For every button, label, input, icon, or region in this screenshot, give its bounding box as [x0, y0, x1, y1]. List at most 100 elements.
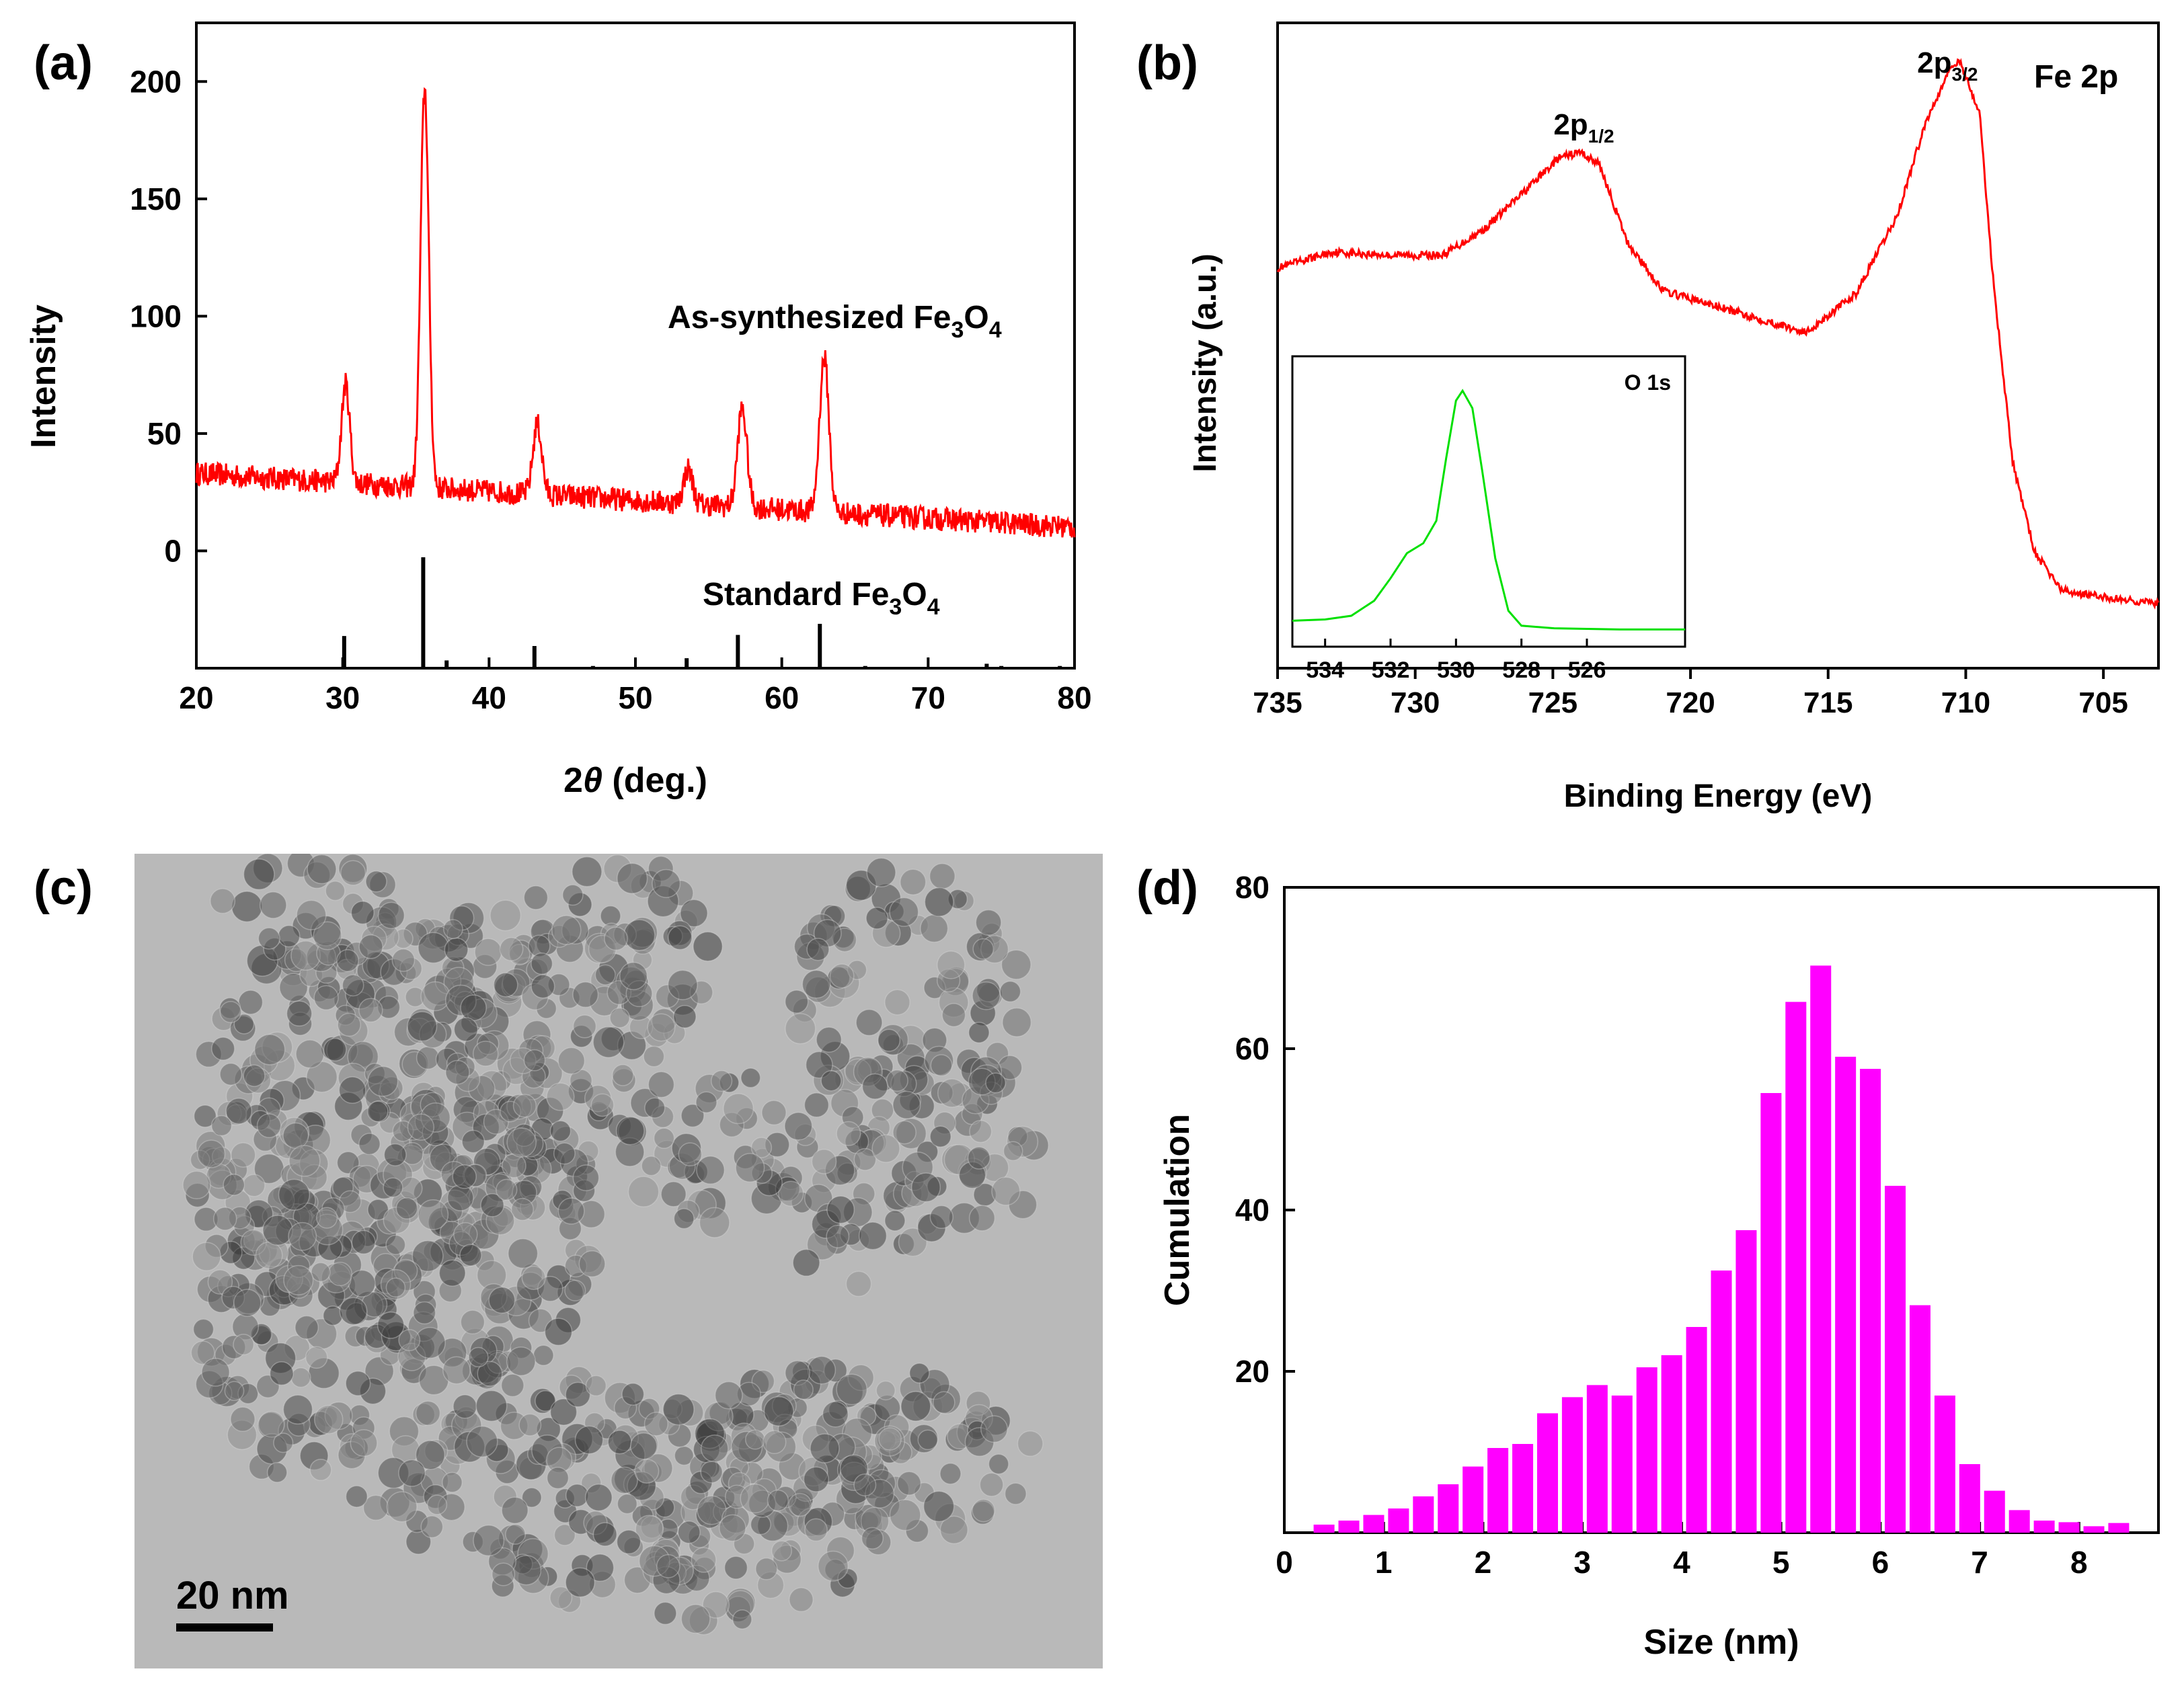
nanoparticle — [327, 1261, 352, 1287]
nanoparticle — [929, 1205, 953, 1230]
xps-o1s-curve — [1292, 389, 1685, 631]
histogram-bar — [1661, 1355, 1682, 1533]
nanoparticle — [672, 1004, 697, 1029]
nanoparticle — [262, 1215, 293, 1246]
nanoparticle — [345, 1485, 368, 1508]
nanoparticle — [564, 1279, 586, 1301]
nanoparticle — [667, 969, 698, 1000]
nanoparticle — [475, 1389, 508, 1422]
nanoparticle — [201, 1358, 230, 1387]
nanoparticle — [415, 1440, 446, 1470]
nanoparticle — [508, 1238, 539, 1269]
nanoparticle — [561, 884, 584, 906]
nanoparticle — [466, 1425, 498, 1458]
nanoparticle — [654, 1601, 677, 1625]
nanoparticle — [565, 1567, 596, 1598]
nanoparticle — [365, 871, 387, 893]
nanoparticle — [699, 1207, 730, 1238]
nanoparticle — [930, 1054, 953, 1077]
nanoparticle — [750, 1137, 773, 1158]
nanoparticle — [806, 938, 830, 961]
nanoparticle — [510, 1198, 534, 1221]
nanoparticle — [634, 1458, 660, 1484]
nanoparticle — [710, 1070, 733, 1092]
nanoparticle — [295, 1039, 325, 1069]
nanoparticle — [892, 1090, 921, 1119]
histogram-bar — [1736, 1230, 1757, 1533]
nanoparticle — [190, 1340, 215, 1365]
nanoparticle — [460, 994, 487, 1022]
panel-b-y-axis-label: Intensity (a.u.) — [1187, 253, 1223, 472]
nanoparticle — [740, 1067, 761, 1088]
nanoparticle — [443, 919, 463, 939]
nanoparticle — [884, 989, 910, 1016]
nanoparticle — [258, 927, 280, 950]
nanoparticle — [233, 1334, 255, 1356]
nanoparticle — [923, 1490, 955, 1523]
nanoparticle — [415, 1400, 441, 1426]
nanoparticle — [477, 1361, 503, 1387]
nanoparticle — [305, 1346, 328, 1369]
nanoparticle — [805, 1051, 833, 1079]
nanoparticle — [444, 937, 469, 962]
histogram-bar — [1611, 1396, 1633, 1533]
histogram-bar — [1388, 1508, 1409, 1533]
nanoparticle — [192, 1242, 221, 1272]
nanoparticle — [549, 1120, 572, 1142]
panel-d-x-axis-label: Size (nm) — [1643, 1623, 1799, 1662]
nanoparticle — [557, 1197, 585, 1225]
nanoparticle — [924, 887, 954, 917]
nanoparticle — [641, 1156, 662, 1176]
nanoparticle — [826, 1224, 850, 1248]
nanoparticle — [836, 1121, 861, 1146]
panel-a-y-axis-label: Intensity — [24, 305, 63, 448]
panel-d-y-axis: 20 40 60 80 — [1235, 870, 1295, 1389]
nanoparticle — [939, 1515, 968, 1544]
nanoparticle — [723, 1093, 754, 1125]
nanoparticle — [908, 1363, 930, 1383]
nanoparticle — [306, 1061, 338, 1093]
nanoparticle — [648, 1071, 675, 1098]
nanoparticle — [506, 1127, 537, 1158]
nanoparticle — [523, 1049, 546, 1072]
panel-d-y-tick-label: 60 — [1235, 1031, 1270, 1066]
nanoparticle — [367, 1199, 389, 1221]
nanoparticle — [340, 860, 366, 886]
nanoparticle — [295, 1315, 319, 1340]
panel-b-x-axis: 735 730 725 720 715 710 705 — [1253, 668, 2128, 719]
nanoparticle — [535, 1390, 557, 1412]
inset-x-tick-label: 532 — [1372, 657, 1410, 683]
nanoparticle — [426, 1494, 448, 1515]
nanoparticle — [917, 1429, 939, 1451]
nanoparticle — [377, 1311, 405, 1339]
nanoparticle — [256, 1113, 282, 1138]
nanoparticle — [254, 1034, 286, 1065]
nanoparticle — [398, 1329, 421, 1352]
nanoparticle — [644, 1097, 666, 1119]
nanoparticle — [762, 1430, 787, 1455]
o1s-inset-chart: 534 532 530 528 526 O 1s — [1291, 355, 1686, 683]
panel-d-histogram: (d) 0 1 2 3 4 5 6 7 8 20 40 60 80 Cumulation Size (… — [1136, 861, 2160, 1662]
nanoparticle — [900, 869, 927, 895]
nanoparticle — [296, 899, 327, 930]
histogram-bar — [2083, 1526, 2105, 1533]
nanoparticle — [311, 1262, 331, 1283]
histogram-bar — [1686, 1327, 1707, 1533]
nanoparticle — [350, 900, 375, 925]
nanoparticle — [617, 862, 648, 894]
nanoparticle — [238, 990, 264, 1015]
panel-d-x-tick-label: 3 — [1573, 1545, 1591, 1580]
nanoparticle — [480, 1193, 504, 1217]
histogram-bar — [1413, 1496, 1434, 1533]
panel-a-y-tick-label: 0 — [164, 533, 182, 568]
nanoparticle — [348, 1269, 376, 1297]
nanoparticle — [985, 1072, 1007, 1094]
nanoparticle — [546, 1082, 575, 1111]
histogram-bar — [1959, 1464, 1980, 1533]
nanoparticle — [278, 1178, 311, 1211]
nanoparticle — [861, 1073, 888, 1100]
nanoparticle — [647, 1013, 676, 1042]
panel-d-x-tick-label: 5 — [1772, 1545, 1790, 1580]
nanoparticle — [438, 1259, 466, 1287]
nanoparticle — [512, 1094, 537, 1118]
